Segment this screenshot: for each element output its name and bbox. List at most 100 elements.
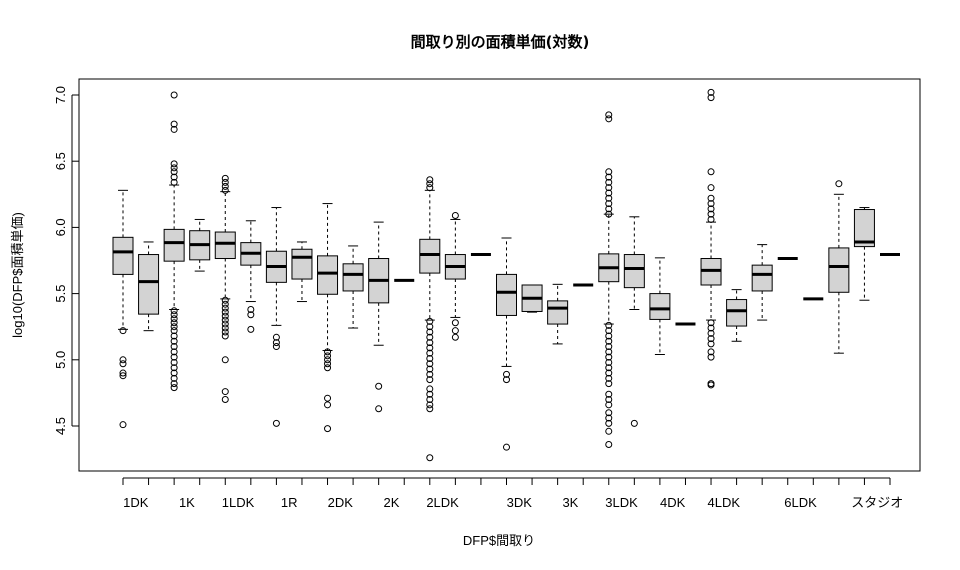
outlier-point [221, 332, 229, 340]
outlier-point [170, 332, 178, 340]
outlier-point [605, 441, 613, 449]
x-tick-label: 1R [281, 495, 298, 510]
box-group [291, 241, 313, 303]
outlier-point [707, 353, 715, 361]
outlier-point [707, 348, 715, 356]
outlier-point [324, 356, 332, 364]
box-iqr [496, 273, 517, 316]
outlier-point [119, 360, 127, 368]
outlier-point [605, 353, 613, 361]
outlier-point [605, 396, 613, 404]
outlier-point [221, 316, 229, 324]
box-group [521, 284, 543, 313]
outlier-point [221, 182, 229, 190]
outlier-point [605, 205, 613, 213]
outlier-point [707, 210, 715, 218]
box-group [751, 244, 773, 321]
box-group [240, 220, 262, 333]
box-group [189, 218, 211, 272]
outlier-point [247, 311, 255, 319]
outlier-point [221, 328, 229, 336]
box-group [214, 174, 236, 404]
outlier-point [605, 194, 613, 202]
y-axis: 4.5 5.0 5.5 6.0 6.5 7.0 [53, 86, 79, 435]
outlier-point [707, 168, 715, 176]
box-group [112, 189, 134, 429]
outlier-point [605, 200, 613, 208]
box-group [547, 283, 569, 345]
outlier-point [170, 164, 178, 172]
outlier-point [707, 194, 715, 202]
box-group [853, 207, 875, 301]
outlier-point [170, 384, 178, 392]
outlier-point [426, 390, 434, 398]
x-tick-label: 2K [383, 495, 399, 510]
box-iqr [291, 248, 313, 280]
outlier-point [324, 425, 332, 433]
outlier-point [605, 419, 613, 427]
outlier-point [605, 414, 613, 422]
outlier-point [426, 401, 434, 409]
box-group [726, 289, 748, 342]
box-group [368, 221, 390, 413]
y-tick-label: 6.0 [53, 218, 68, 236]
outlier-point [426, 376, 434, 384]
outlier-point [605, 409, 613, 417]
outlier-point [170, 348, 178, 356]
outlier-point [221, 312, 229, 320]
box-iqr [342, 263, 364, 292]
outlier-point [119, 327, 127, 335]
outlier-point [451, 327, 459, 335]
x-tick-label: 4LDK [708, 495, 741, 510]
y-tick-label: 7.0 [53, 86, 68, 104]
outlier-point [221, 308, 229, 316]
outlier-point [119, 421, 127, 429]
outlier-point [707, 88, 715, 96]
outlier-point [324, 352, 332, 360]
outlier-point [707, 200, 715, 208]
outlier-point [605, 321, 613, 329]
outlier-point [272, 333, 280, 341]
box-iqr [828, 247, 850, 293]
outlier-point [426, 180, 434, 188]
box-group [649, 257, 671, 356]
outlier-point [170, 323, 178, 331]
outlier-point [451, 333, 459, 341]
box-iqr [112, 236, 134, 275]
box-iqr [138, 254, 160, 315]
outlier-point [605, 390, 613, 398]
outlier-point [426, 396, 434, 404]
outlier-point [426, 323, 434, 331]
box-group [828, 180, 850, 354]
outlier-point [375, 382, 383, 390]
plot-frame [78, 78, 921, 472]
outlier-point [119, 369, 127, 377]
outlier-point [426, 333, 434, 341]
outlier-point [426, 360, 434, 368]
outlier-point [170, 307, 178, 315]
y-tick-label: 5.5 [53, 285, 68, 303]
outlier-point [119, 356, 127, 364]
outlier-point [426, 370, 434, 378]
outlier-point [170, 160, 178, 168]
outlier-point [426, 454, 434, 462]
outlier-point [835, 180, 843, 188]
outlier-point [272, 343, 280, 351]
outlier-point [605, 327, 613, 335]
x-tick-label: スタジオ [851, 495, 903, 510]
outlier-point [605, 374, 613, 382]
outlier-point [605, 364, 613, 372]
outlier-point [605, 111, 613, 119]
chart-title: 間取り別の面積単価(対数) [411, 33, 590, 51]
outlier-point [324, 394, 332, 402]
y-tick-label: 4.5 [53, 417, 68, 435]
box-iqr [214, 231, 236, 260]
outlier-point [605, 178, 613, 186]
outlier-point [221, 300, 229, 308]
outlier-point [605, 332, 613, 340]
outlier-point [170, 369, 178, 377]
box-iqr [317, 255, 339, 295]
outlier-point [272, 339, 280, 347]
outlier-point [170, 374, 178, 382]
outlier-point [170, 120, 178, 128]
